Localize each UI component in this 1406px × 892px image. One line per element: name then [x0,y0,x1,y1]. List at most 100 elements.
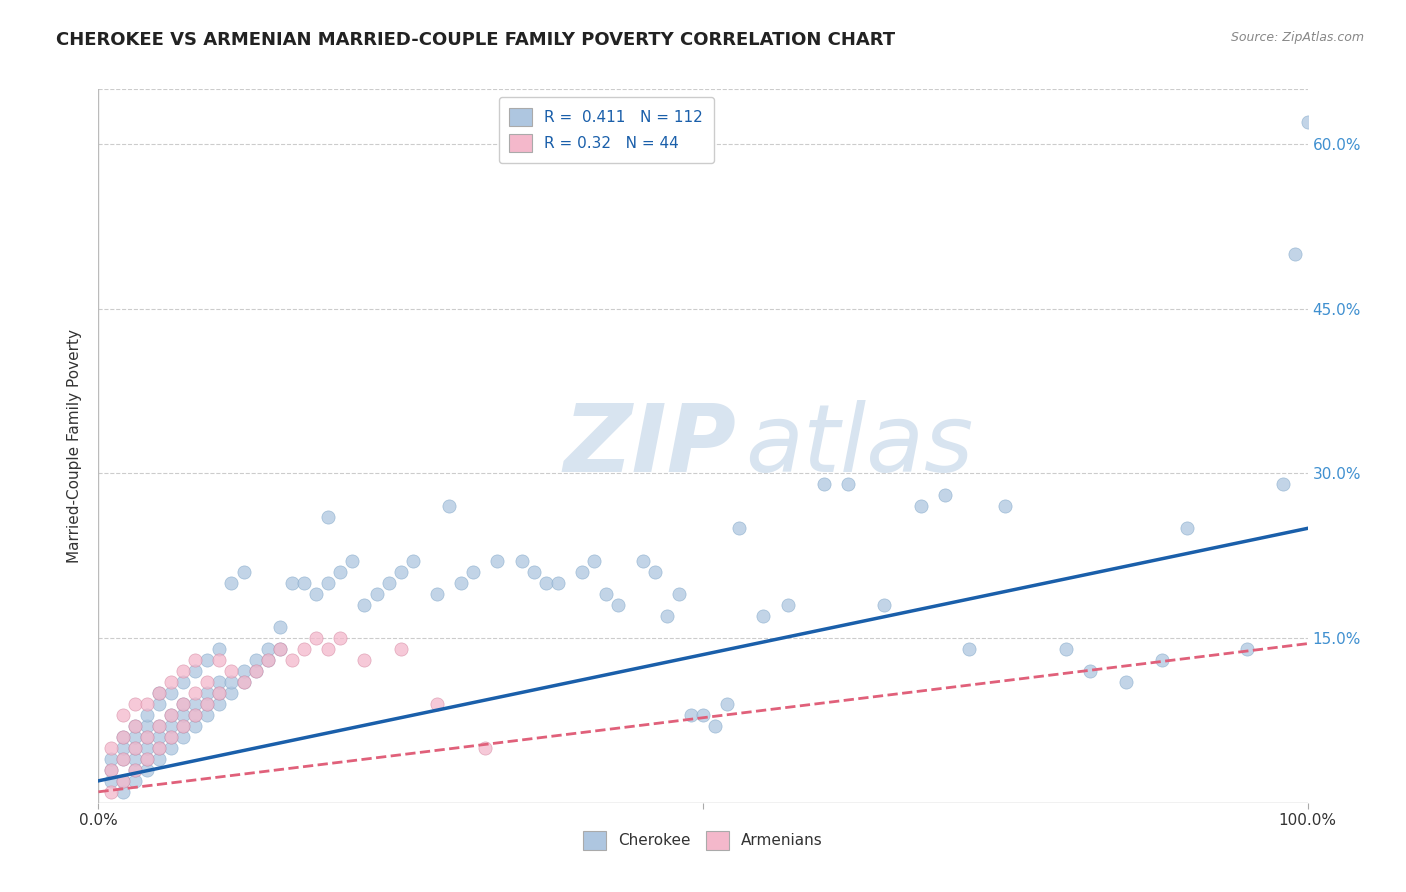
Point [148,752,170,766]
Y-axis label: Married-Couple Family Poverty: Married-Couple Family Poverty [67,329,83,563]
Point [934,488,956,502]
Point [148,686,170,700]
Point [111,773,134,788]
Point [353,598,375,612]
Point [342,554,364,568]
Point [100,763,122,777]
Text: atlas: atlas [745,401,973,491]
Point [148,697,170,711]
Point [111,708,134,723]
Point [292,642,315,657]
Point [184,708,207,723]
Point [160,740,183,755]
Point [195,697,218,711]
Point [437,500,460,514]
Point [644,566,666,580]
Point [221,686,243,700]
Point [160,719,183,733]
Point [316,510,339,524]
Point [160,686,183,700]
Point [281,576,304,591]
Point [366,587,388,601]
Point [172,675,194,690]
Point [208,686,231,700]
Point [172,664,194,678]
Point [1078,664,1101,678]
Text: CHEROKEE VS ARMENIAN MARRIED-COUPLE FAMILY POVERTY CORRELATION CHART: CHEROKEE VS ARMENIAN MARRIED-COUPLE FAMI… [56,31,896,49]
Point [135,719,157,733]
Point [195,675,218,690]
Point [813,477,835,491]
Point [256,653,278,667]
Point [172,697,194,711]
Point [208,653,231,667]
Point [124,763,146,777]
Point [184,653,207,667]
Point [486,554,509,568]
Point [111,752,134,766]
Point [463,566,485,580]
Point [728,521,751,535]
Point [1115,675,1137,690]
Point [595,587,617,601]
Point [124,697,146,711]
Point [583,554,606,568]
Point [607,598,630,612]
Point [269,620,291,634]
Point [776,598,799,612]
Point [100,752,122,766]
Point [994,500,1017,514]
Point [1152,653,1174,667]
Point [111,740,134,755]
Point [316,642,339,657]
Point [148,740,170,755]
Point [135,740,157,755]
Point [184,686,207,700]
Point [256,653,278,667]
Point [704,719,727,733]
Point [184,664,207,678]
Point [292,576,315,591]
Point [221,576,243,591]
Point [148,730,170,744]
Point [124,740,146,755]
Point [377,576,399,591]
Point [631,554,654,568]
Point [135,730,157,744]
Point [534,576,557,591]
Point [752,609,775,624]
Point [160,708,183,723]
Point [111,752,134,766]
Point [426,587,449,601]
Point [124,719,146,733]
Point [269,642,291,657]
Point [571,566,593,580]
Point [100,785,122,799]
Point [148,740,170,755]
Point [160,730,183,744]
Point [692,708,714,723]
Point [245,653,267,667]
Point [135,730,157,744]
Point [716,697,738,711]
Point [523,566,546,580]
Point [1175,521,1198,535]
Point [184,719,207,733]
Point [305,587,328,601]
Point [111,730,134,744]
Text: Source: ZipAtlas.com: Source: ZipAtlas.com [1230,31,1364,45]
Point [426,697,449,711]
Point [873,598,896,612]
Point [111,773,134,788]
Point [135,763,157,777]
Point [172,708,194,723]
Point [124,773,146,788]
Point [135,697,157,711]
Point [316,576,339,591]
Point [100,773,122,788]
Point [655,609,678,624]
Point [135,752,157,766]
Point [1272,477,1295,491]
Point [195,686,218,700]
Point [679,708,702,723]
